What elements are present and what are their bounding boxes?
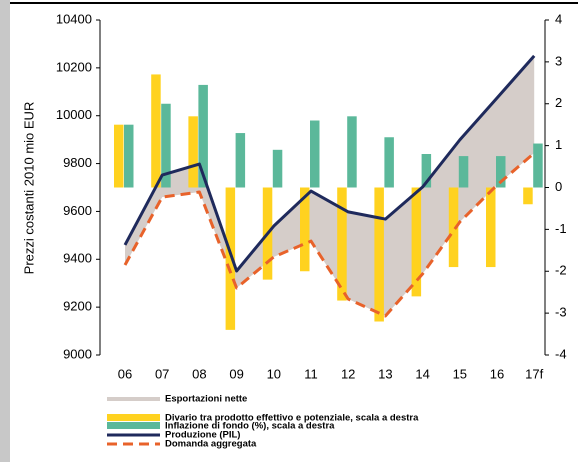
bar (151, 74, 161, 188)
x-tick-label: 09 (229, 366, 243, 381)
bar (458, 156, 469, 188)
y-tick-label: 10400 (56, 11, 92, 26)
y-tick-label: 9200 (63, 299, 92, 314)
side-strip (0, 0, 10, 462)
bar (124, 124, 134, 188)
x-tick-label: 13 (378, 366, 392, 381)
y2-tick-label: 4 (555, 11, 562, 26)
bar (198, 84, 208, 188)
legend-label: Esportazioni nette (165, 394, 247, 405)
y2-tick-label: -4 (555, 346, 567, 361)
legend-label: Divario tra prodotto effettivo e potenzi… (165, 413, 419, 424)
bar (114, 124, 124, 188)
production-line (123, 54, 536, 273)
y-tick-label: 9000 (63, 346, 92, 361)
legend-swatch (107, 422, 160, 429)
bar (347, 116, 357, 188)
x-tick-label: 11 (304, 366, 318, 381)
legend-label: Produzione (PIL) (165, 430, 240, 441)
legend-swatch (107, 414, 160, 421)
y2-tick-label: 0 (555, 179, 562, 194)
y-tick-label: 9800 (63, 155, 92, 170)
x-tick-label: 07 (155, 366, 169, 381)
y-tick-label: 9600 (63, 203, 92, 218)
x-tick-label: 08 (192, 366, 206, 381)
x-tick-label: 06 (118, 366, 132, 381)
y2-tick-label: -1 (555, 221, 567, 236)
y2-tick-label: 1 (555, 137, 562, 152)
y-tick-label: 9400 (63, 251, 92, 266)
x-tick-label: 12 (341, 366, 355, 381)
x-tick-label: 17f (525, 366, 543, 381)
bar (384, 137, 394, 188)
demand-line (123, 151, 536, 318)
legend-label: Domanda aggregata (165, 439, 257, 450)
bar (448, 187, 459, 268)
bar (496, 156, 506, 188)
x-tick-label: 16 (490, 366, 504, 381)
y2-tick-label: 2 (555, 95, 562, 110)
bar (374, 187, 384, 322)
x-tick-label: 10 (267, 366, 281, 381)
bar (161, 103, 171, 188)
bar (300, 187, 310, 272)
y2-tick-label: -3 (555, 305, 567, 320)
bar (310, 120, 320, 188)
bar (272, 149, 283, 188)
y2-tick-label: -2 (555, 263, 567, 278)
bar (421, 154, 432, 188)
net-exports-area (125, 55, 535, 316)
bar (523, 187, 533, 205)
x-tick-label: 14 (415, 366, 429, 381)
bar (225, 187, 236, 330)
y-tick-label: 10000 (56, 107, 92, 122)
bar (486, 187, 496, 268)
y-tick-label: 10200 (56, 59, 92, 74)
y-axis-label: Prezzi costanti 2010 mio EUR (21, 102, 36, 275)
bar (411, 187, 422, 297)
x-tick-label: 15 (453, 366, 467, 381)
bar (337, 187, 347, 301)
bar (235, 133, 246, 188)
legend-label: Inflazione di fondo (%), scala a destra (165, 421, 335, 432)
bar (188, 116, 198, 188)
bar (533, 143, 543, 188)
y2-tick-label: 3 (555, 53, 562, 68)
